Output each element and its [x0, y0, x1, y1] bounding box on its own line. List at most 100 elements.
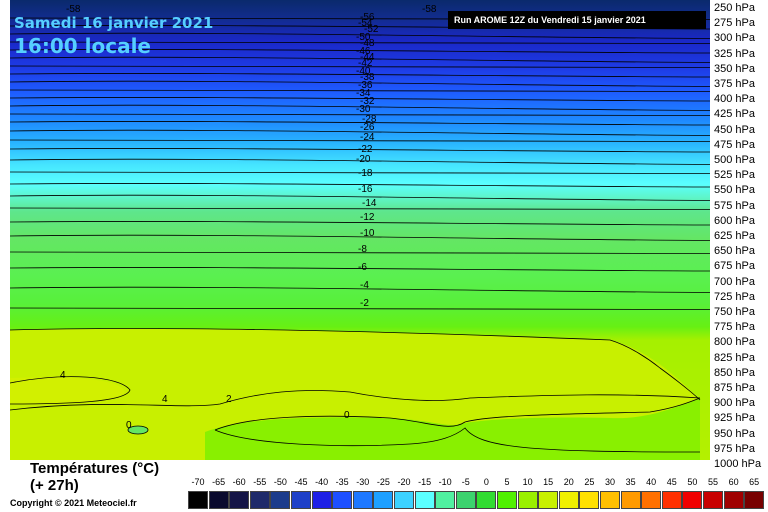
- pressure-level-label: 575 hPa: [714, 199, 755, 212]
- isotherm-value-label: -38: [360, 72, 375, 83]
- colorbar-tick-label: -35: [335, 477, 349, 487]
- colorbar-swatch: [270, 491, 291, 509]
- pressure-level-label: 775 hPa: [714, 321, 755, 334]
- pressure-level-label: 725 hPa: [714, 290, 755, 303]
- legend-title: Températures (°C) (+ 27h): [30, 460, 159, 494]
- colorbar-swatch: [517, 491, 538, 509]
- pressure-level-label: 350 hPa: [714, 62, 755, 75]
- legend-title-line2: (+ 27h): [30, 477, 79, 494]
- colorbar-swatch: [311, 491, 332, 509]
- colorbar-tick-label: -15: [418, 477, 432, 487]
- pressure-level-label: 500 hPa: [714, 154, 755, 166]
- isotherm-value-label: -46: [356, 46, 371, 57]
- isotherm-value-label: 2: [226, 394, 232, 405]
- isotherm-line: [10, 158, 710, 165]
- colorbar-tick-label: -40: [315, 477, 329, 487]
- isotherm-value-label: -6: [358, 262, 367, 273]
- isotherm-value-label: 4: [162, 394, 168, 405]
- pressure-level-label: 900 hPa: [714, 397, 755, 410]
- isotherm-value-label: -58: [422, 4, 437, 15]
- colorbar-swatch: [455, 491, 476, 509]
- colorbar-tick-label: -30: [356, 477, 370, 487]
- colorbar-swatch: [682, 491, 703, 509]
- colorbar-tick-label: -65: [212, 477, 226, 487]
- pressure-level-label: 675 hPa: [714, 260, 755, 273]
- colorbar-tick-label: -50: [273, 477, 287, 487]
- isotherm-value-label: -44: [360, 52, 375, 63]
- pressure-axis: 250 hPa 275 hPa 300 hPa 325 hPa 350 hPa 375 h…: [712, 0, 768, 470]
- pressure-level-label: 550 hPa: [714, 184, 755, 197]
- pressure-level-label: 975 hPa: [714, 442, 755, 455]
- isotherm-line: [10, 234, 710, 241]
- legend-title-line1: Températures (°C): [30, 460, 160, 477]
- colorbar-swatch: [641, 491, 662, 509]
- isotherm-value-label: -28: [362, 114, 377, 125]
- isotherm-value-label: -52: [364, 24, 379, 35]
- pressure-level-label: 600 hPa: [714, 214, 755, 227]
- colorbar-tick-label: 40: [646, 477, 657, 487]
- pressure-level-label: 1000 hPa: [714, 458, 762, 470]
- colorbar-tick-label: 55: [707, 477, 718, 487]
- pressure-level-label: 300 hPa: [714, 32, 755, 45]
- colorbar-swatch: [620, 491, 641, 509]
- isotherm-value-label: 0: [126, 420, 132, 431]
- colorbar-tick-label: 45: [666, 477, 677, 487]
- colorbar-tick-label: 20: [563, 477, 574, 487]
- colorbar-tick-label: 5: [504, 477, 510, 487]
- colorbar-swatch: [291, 491, 311, 509]
- colorbar-tick-label: 30: [604, 477, 615, 487]
- isotherm-value-label: -54: [358, 18, 373, 29]
- isotherm-value-label: -26: [360, 122, 375, 133]
- pressure-level-label: 525 hPa: [714, 169, 755, 182]
- colorbar-tick-label: -10: [438, 477, 452, 487]
- pressure-level-label: 275 hPa: [714, 17, 755, 30]
- colorbar-swatch: [208, 491, 229, 509]
- colorbar-swatch: [394, 491, 414, 509]
- colorbar-tick-label: 50: [687, 477, 698, 487]
- isotherm-value-label: -24: [360, 132, 375, 143]
- isotherm-value-label: 4: [60, 370, 66, 381]
- colorbar-tick-label: -55: [253, 477, 267, 487]
- colorbar-swatch: [497, 491, 517, 509]
- isotherm-value-label: -50: [356, 32, 371, 43]
- colorbar-swatch: [538, 491, 559, 509]
- forecast-time: 16:00 locale: [14, 34, 151, 58]
- isotherm-value-label: -4: [360, 280, 369, 291]
- isotherm-value-label: -58: [66, 4, 81, 15]
- isotherm-line: [10, 104, 710, 111]
- isotherm-line: [10, 73, 710, 78]
- pressure-level-label: 800 hPa: [714, 336, 755, 349]
- colorbar-tick-label: -45: [294, 477, 308, 487]
- colorbar-swatch: [435, 491, 456, 509]
- temperature-cross-section: -58 -58 -56 -54 -52 -50 -48 -46 -44 -42 -40 -38 -36-…: [10, 0, 710, 460]
- model-run-label: Run AROME 12Z du Vendredi 15 janvier 202…: [448, 11, 706, 29]
- isotherm-line: [10, 80, 710, 87]
- isotherm-line: [10, 286, 710, 293]
- isotherm-line: [10, 129, 710, 136]
- pressure-level-label: 700 hPa: [714, 275, 755, 288]
- pressure-level-label: 625 hPa: [714, 230, 755, 242]
- colorbar-swatch: [600, 491, 620, 509]
- colorbar-tick-label: 25: [584, 477, 595, 487]
- pressure-level-label: 250 hPa: [714, 2, 755, 14]
- isotherm-value-label: -42: [358, 58, 373, 69]
- colorbar-swatch: [373, 491, 394, 509]
- isotherm-value-label: -34: [356, 88, 371, 99]
- isotherm-value-label: -36: [358, 80, 373, 91]
- copyright-notice: Copyright © 2021 Meteociel.fr: [10, 498, 137, 508]
- colorbar-swatch: [744, 491, 765, 509]
- colorbar-swatch: [229, 491, 250, 509]
- pressure-level-label: 325 hPa: [714, 47, 755, 60]
- isotherm-line: [10, 221, 710, 226]
- colorbar-swatch: [661, 491, 682, 509]
- colorbar-swatch: [414, 491, 435, 509]
- pressure-level-label: 825 hPa: [714, 351, 755, 364]
- colorbar-swatch: [188, 491, 208, 509]
- isotherm-line: [10, 32, 710, 39]
- pressure-level-label: 750 hPa: [714, 306, 755, 318]
- colorbar-tick-label: 10: [522, 477, 533, 487]
- isotherm-value-label: -30: [356, 104, 371, 115]
- colorbar-tick-label: -70: [191, 477, 205, 487]
- colorbar-tick-label: -25: [376, 477, 390, 487]
- colorbar-tick-label: 60: [728, 477, 739, 487]
